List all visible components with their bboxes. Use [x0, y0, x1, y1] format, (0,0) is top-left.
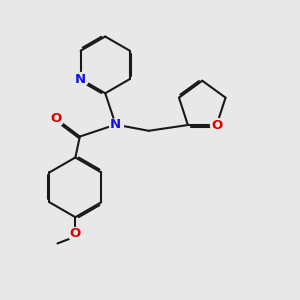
Text: O: O — [211, 118, 222, 131]
Text: N: N — [110, 118, 121, 131]
Text: N: N — [75, 73, 86, 85]
Text: O: O — [50, 112, 62, 125]
Text: O: O — [70, 227, 81, 240]
